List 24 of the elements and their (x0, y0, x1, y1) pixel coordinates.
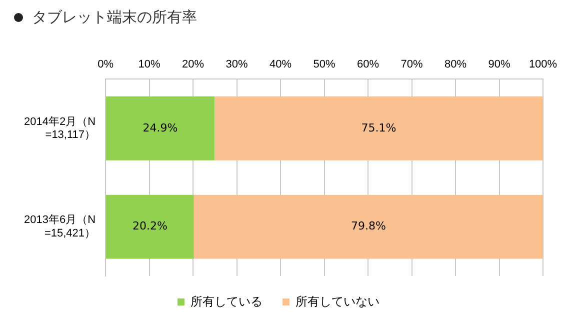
chart-title: タブレット端末の所有率 (32, 8, 197, 27)
x-tick-label: 10% (138, 58, 160, 71)
y-tick-label: 2014年2月（N=13,117） (24, 116, 96, 142)
x-tick-label: 60% (356, 58, 380, 71)
x-tick-label: 30% (226, 58, 248, 71)
bar (106, 96, 214, 160)
x-tick-label: 100% (528, 58, 558, 71)
x-tick-label: 70% (400, 58, 423, 71)
y-tick-label: 2013年6月（N=15,421） (24, 214, 96, 240)
text: 75.1% (361, 121, 396, 134)
legend-label: 所有していない (296, 294, 380, 308)
x-tick-label: 80% (444, 58, 467, 71)
x-tick-label: 50% (313, 58, 336, 71)
x-tick-label: 20% (182, 58, 204, 71)
text: 20.2% (132, 220, 168, 233)
bar (106, 194, 194, 259)
x-tick-label: 40% (270, 58, 292, 71)
bar (194, 194, 543, 259)
text: 79.8% (350, 220, 386, 233)
x-tick-label: 0% (98, 58, 114, 71)
x-tick-label: 90% (488, 58, 510, 71)
legend-label: 所有している (190, 294, 262, 308)
text: 24.9% (142, 121, 178, 134)
bar (214, 96, 543, 160)
